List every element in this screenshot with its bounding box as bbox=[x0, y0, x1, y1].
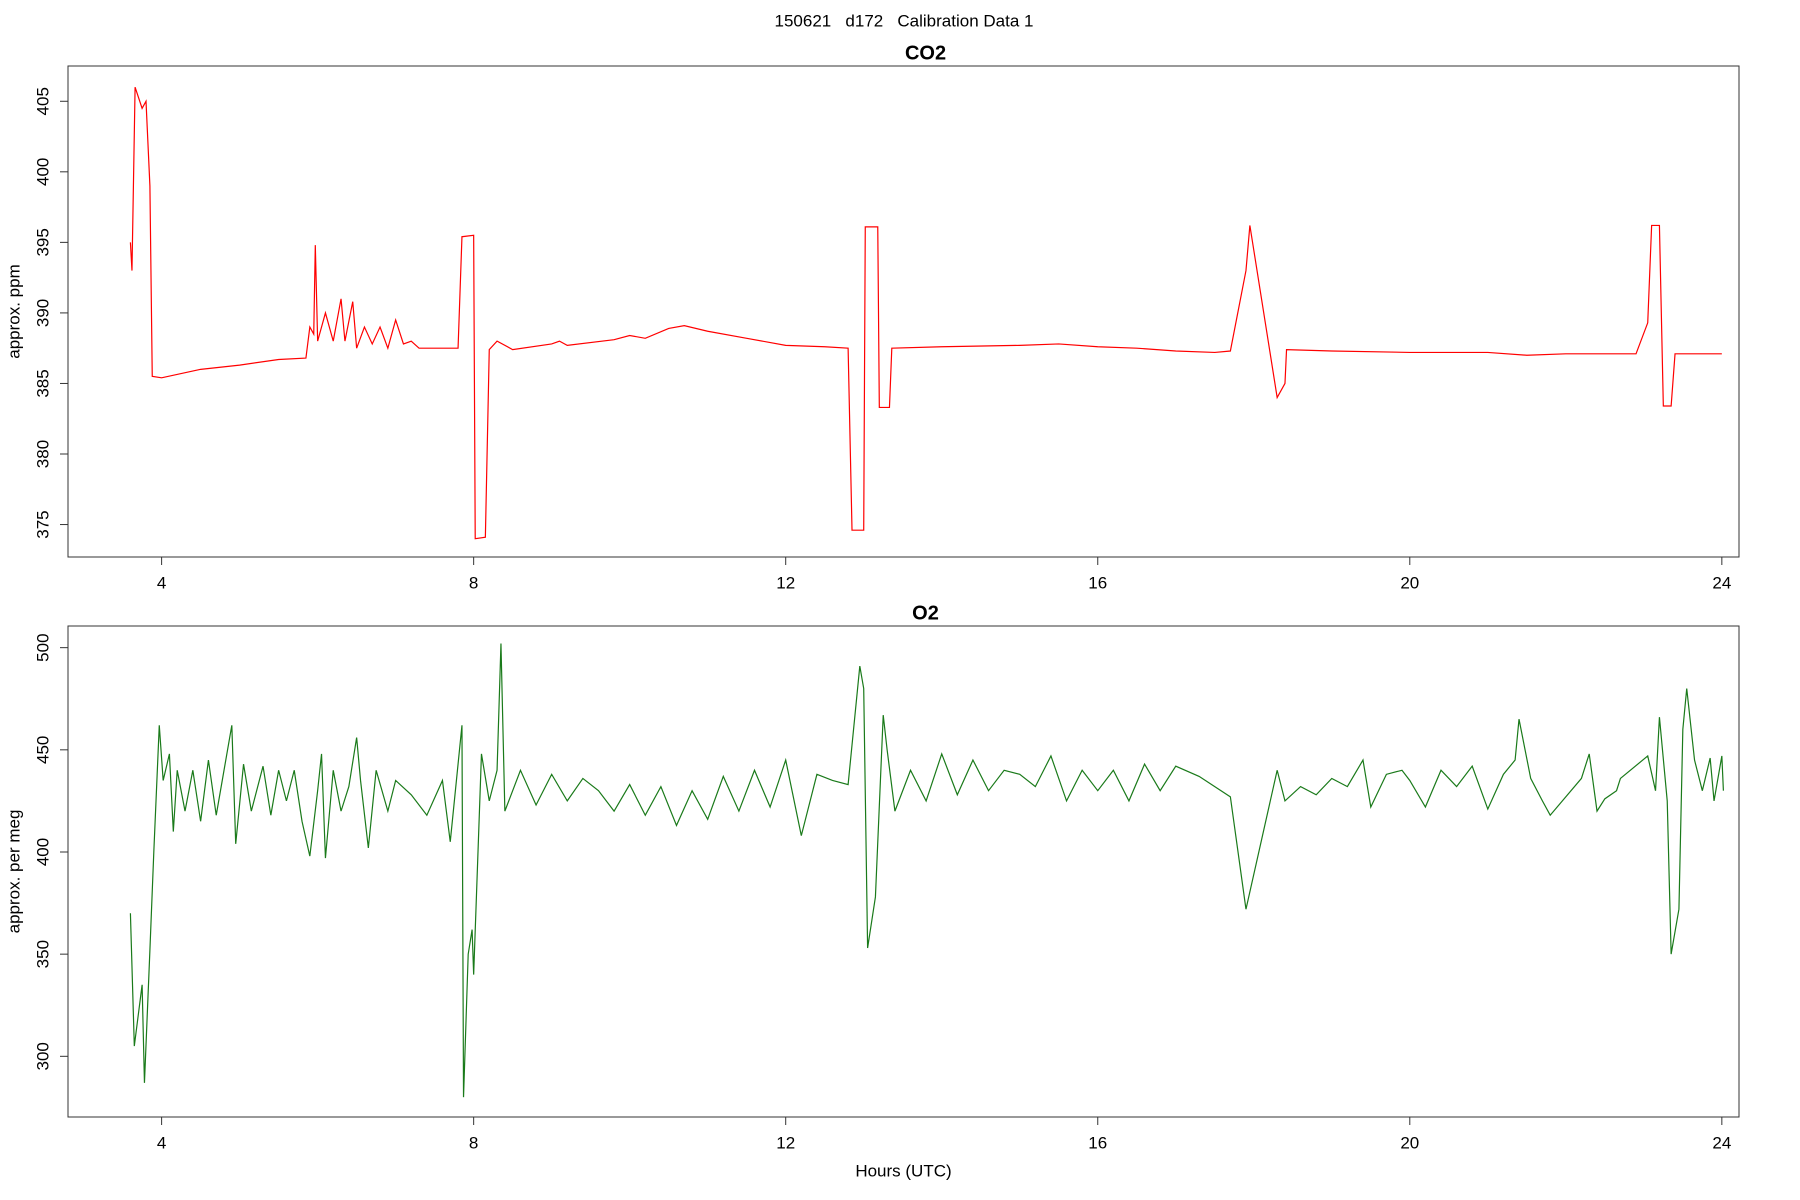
x-tick-label: 8 bbox=[469, 1133, 478, 1152]
x-tick-label: 4 bbox=[157, 573, 166, 592]
x-tick-label: 8 bbox=[469, 573, 478, 592]
y-tick-label: 380 bbox=[33, 440, 52, 468]
y-tick-label: 395 bbox=[33, 228, 52, 256]
x-tick-label: 16 bbox=[1088, 573, 1107, 592]
y-tick-label: 450 bbox=[33, 736, 52, 764]
y-tick-label: 390 bbox=[33, 299, 52, 327]
x-tick-label: 24 bbox=[1712, 573, 1731, 592]
y-axis-label: approx. per meg bbox=[4, 810, 23, 934]
plot-frame bbox=[67, 65, 1740, 558]
x-tick-label: 24 bbox=[1712, 1133, 1731, 1152]
data-line bbox=[129, 643, 1724, 1098]
y-tick-label: 300 bbox=[33, 1042, 52, 1070]
x-tick-label: 20 bbox=[1400, 1133, 1419, 1152]
y-tick-label: 375 bbox=[33, 510, 52, 538]
x-tick-label: 20 bbox=[1400, 573, 1419, 592]
y-tick-label: 500 bbox=[33, 633, 52, 661]
chart-title: O2 bbox=[912, 602, 939, 624]
y-tick-label: 385 bbox=[33, 369, 52, 397]
x-tick-label: 16 bbox=[1088, 1133, 1107, 1152]
y-tick-label: 405 bbox=[33, 87, 52, 115]
chart-title: CO2 bbox=[905, 42, 946, 64]
y-axis-label: approx. ppm bbox=[4, 264, 23, 359]
x-tick-label: 12 bbox=[776, 573, 795, 592]
x-tick-label: 12 bbox=[776, 1133, 795, 1152]
y-tick-label: 400 bbox=[33, 838, 52, 866]
y-tick-label: 350 bbox=[33, 940, 52, 968]
x-axis-label: Hours (UTC) bbox=[855, 1161, 951, 1180]
page-title: 150621 d172 Calibration Data 1 bbox=[775, 11, 1034, 30]
plot-frame bbox=[67, 625, 1740, 1118]
data-line bbox=[129, 86, 1722, 540]
y-tick-label: 400 bbox=[33, 158, 52, 186]
x-tick-label: 4 bbox=[157, 1133, 166, 1152]
